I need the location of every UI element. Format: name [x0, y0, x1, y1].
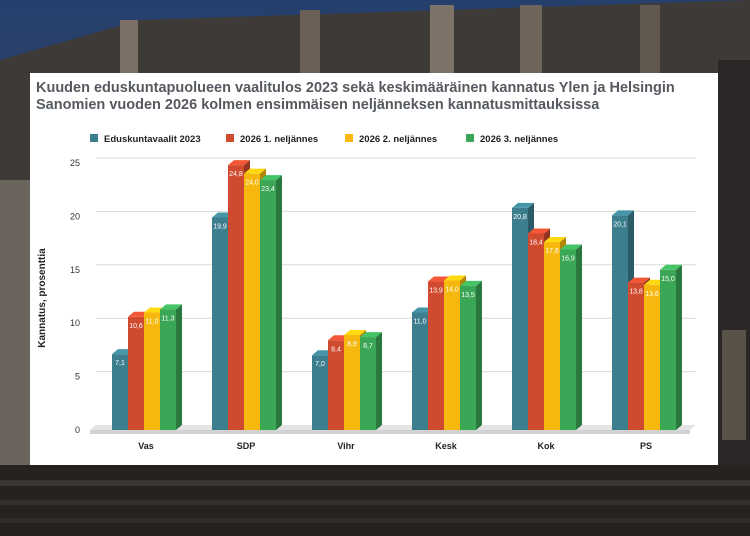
data-label: 23,4 [261, 186, 275, 193]
category-label: PS [640, 441, 652, 451]
data-label: 8,7 [363, 343, 373, 350]
bar-top [160, 304, 182, 310]
data-label: 10,6 [129, 323, 143, 330]
bar [612, 215, 628, 430]
category-label: Vas [138, 441, 154, 451]
bar [244, 173, 260, 430]
data-label: 11,0 [413, 319, 426, 326]
data-label: 8,9 [347, 341, 357, 348]
bar-top [360, 332, 382, 338]
bar-top [544, 237, 566, 243]
data-label: 13,8 [629, 289, 643, 296]
data-label: 19,9 [213, 223, 227, 230]
legend-item: Eduskuntavaalit 2023 [104, 134, 201, 145]
data-label: 20,1 [613, 221, 627, 228]
legend-swatch [226, 134, 234, 142]
data-label: 24,8 [229, 171, 243, 178]
bar-top [244, 168, 266, 174]
bar [660, 269, 676, 430]
bar [228, 165, 244, 431]
bar [560, 249, 576, 430]
bar-top [344, 329, 366, 335]
bar [160, 309, 176, 430]
bar-top [560, 244, 582, 250]
legend-item: 2026 3. neljännes [480, 134, 558, 145]
bar-side [676, 264, 682, 430]
bar [260, 180, 276, 430]
bar-side [176, 304, 182, 430]
bar-top [228, 160, 250, 166]
data-label: 24,0 [245, 180, 259, 187]
bar-top [628, 277, 650, 283]
data-label: 17,6 [545, 248, 559, 255]
bar [360, 337, 376, 430]
axes: 0 5 10 15 20 25 Vas SDP Vihr Kesk Kok PS [70, 158, 652, 451]
bar-top [612, 210, 634, 216]
y-tick-label: 15 [70, 265, 80, 275]
bar [344, 334, 360, 430]
data-label: 13,9 [429, 288, 443, 295]
data-label: 13,6 [645, 291, 659, 298]
bar [312, 355, 328, 430]
data-label: 8,4 [331, 346, 341, 353]
bar-top [512, 202, 534, 208]
legend-swatch [466, 134, 474, 142]
data-label: 7,0 [315, 361, 325, 368]
data-label: 11,0 [145, 319, 158, 326]
category-label: Kok [537, 441, 555, 451]
bar-side [276, 175, 282, 430]
bar [444, 280, 460, 430]
bar-side [576, 244, 582, 430]
bar-top [444, 275, 466, 281]
bar [412, 312, 428, 430]
bar-side [376, 332, 382, 430]
data-label: 14,0 [445, 286, 459, 293]
bar-top [660, 264, 682, 270]
bar [328, 340, 344, 430]
bars: 7,110,611,0 11,319,924,824,023,47,08,48,9… [112, 160, 682, 431]
data-label: 16,9 [561, 256, 575, 263]
y-tick-label: 0 [75, 425, 80, 435]
bar [460, 285, 476, 430]
bar-top [528, 228, 550, 234]
bar [512, 207, 528, 430]
y-tick-label: 25 [70, 158, 80, 168]
data-label: 20,8 [513, 214, 527, 221]
bar [528, 233, 544, 430]
chart-floor-edge [90, 430, 690, 434]
legend-item: 2026 1. neljännes [240, 134, 318, 145]
bar [128, 316, 144, 430]
data-label: 18,4 [529, 239, 543, 246]
bar-top [460, 280, 482, 286]
data-label: 15,0 [661, 276, 675, 283]
category-label: Vihr [337, 441, 355, 451]
legend-swatch [90, 134, 98, 142]
legend-item: 2026 2. neljännes [359, 134, 437, 145]
data-label: 13,5 [461, 292, 475, 299]
bar-top [260, 175, 282, 181]
y-tick-label: 20 [70, 211, 80, 221]
bar [428, 281, 444, 430]
data-label: 7,1 [115, 360, 125, 367]
legend: Eduskuntavaalit 2023 2026 1. neljännes 202… [90, 134, 558, 145]
data-label: 11,3 [161, 315, 174, 322]
bar [212, 217, 228, 430]
bar [112, 354, 128, 430]
legend-swatch [345, 134, 353, 142]
chart-title: Kuuden eduskuntapuolueen vaalitulos 2023… [36, 80, 675, 113]
bar [544, 242, 560, 430]
y-tick-label: 10 [70, 318, 80, 328]
bar [628, 282, 644, 430]
bar [144, 312, 160, 430]
bar-side [476, 280, 482, 430]
category-label: SDP [237, 441, 256, 451]
bar [644, 284, 660, 430]
y-tick-label: 5 [75, 372, 80, 382]
bar-chart: Eduskuntavaalit 2023 2026 1. neljännes 202… [37, 134, 696, 451]
category-label: Kesk [435, 441, 458, 451]
y-axis-label: Kannatus, prosenttia [37, 248, 48, 348]
